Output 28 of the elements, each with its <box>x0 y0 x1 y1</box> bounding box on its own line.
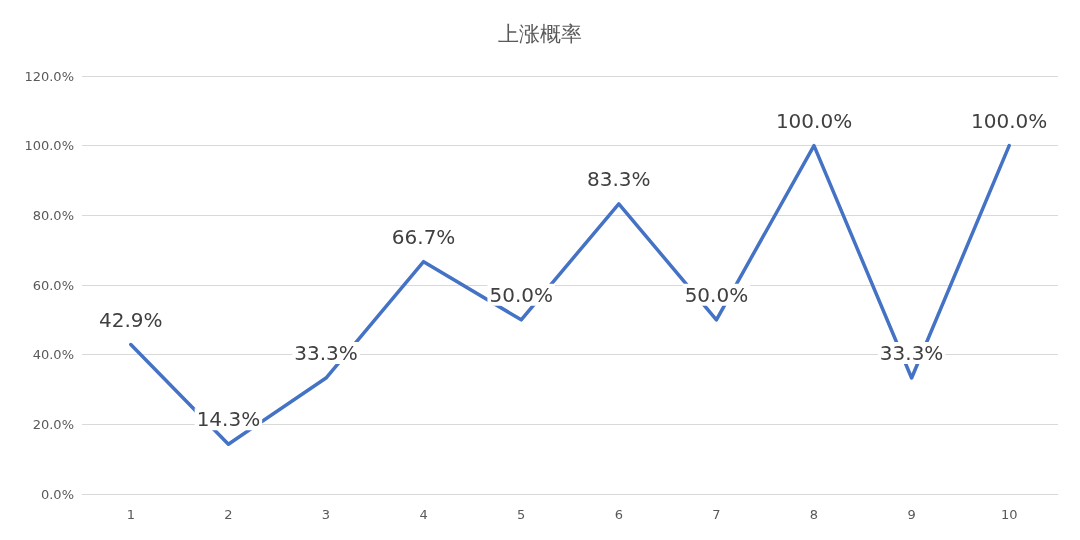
x-tick-label: 4 <box>419 507 428 522</box>
x-tick-label: 2 <box>224 507 233 522</box>
data-label: 83.3% <box>587 166 651 191</box>
x-tick-label: 10 <box>1000 507 1018 522</box>
chart-title: 上涨概率 <box>498 21 582 46</box>
y-tick-label: 80.0% <box>32 207 74 223</box>
x-tick-label: 6 <box>614 507 623 522</box>
data-label: 100.0% <box>775 108 853 133</box>
x-tick-label: 9 <box>907 507 916 522</box>
y-tick-label: 120.0% <box>24 68 74 84</box>
y-tick-label: 20.0% <box>32 416 74 432</box>
data-label: 100.0% <box>971 108 1048 133</box>
data-label: 66.7% <box>391 224 456 249</box>
y-tick-label: 100.0% <box>24 138 74 154</box>
y-tick-label: 40.0% <box>32 347 74 363</box>
x-tick-label: 3 <box>321 507 331 522</box>
data-label: 50.0% <box>489 282 553 307</box>
data-label: 33.3% <box>879 341 944 366</box>
data-label: 14.3% <box>196 407 261 432</box>
data-label: 42.9% <box>99 307 163 332</box>
data-label: 50.0% <box>684 282 749 307</box>
x-tick-label: 1 <box>126 507 135 522</box>
x-tick-label: 5 <box>517 507 526 522</box>
y-tick-label: 60.0% <box>32 277 74 293</box>
y-tick-label: 0.0% <box>40 486 74 502</box>
x-tick-label: 7 <box>712 507 721 522</box>
x-tick-label: 8 <box>809 507 819 522</box>
data-label: 33.3% <box>294 341 358 366</box>
